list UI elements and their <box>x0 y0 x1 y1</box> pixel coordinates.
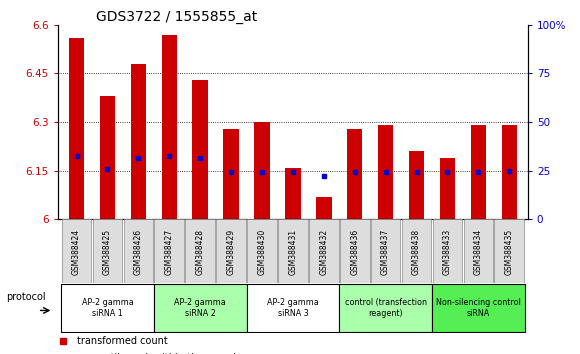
Bar <box>347 129 362 219</box>
FancyBboxPatch shape <box>278 219 308 283</box>
FancyBboxPatch shape <box>216 219 246 283</box>
Bar <box>130 64 146 219</box>
FancyBboxPatch shape <box>124 219 153 283</box>
Text: GSM388435: GSM388435 <box>505 229 514 275</box>
Bar <box>193 80 208 219</box>
Text: GDS3722 / 1555855_at: GDS3722 / 1555855_at <box>96 10 257 24</box>
FancyBboxPatch shape <box>247 219 277 283</box>
Bar <box>285 167 300 219</box>
Text: GSM388430: GSM388430 <box>258 229 266 275</box>
FancyBboxPatch shape <box>246 284 339 332</box>
Bar <box>100 96 115 219</box>
Bar <box>409 151 424 219</box>
FancyBboxPatch shape <box>494 219 524 283</box>
Text: Non-silencing control
siRNA: Non-silencing control siRNA <box>436 298 521 318</box>
Bar <box>502 125 517 219</box>
Text: GSM388437: GSM388437 <box>381 229 390 275</box>
FancyBboxPatch shape <box>433 219 462 283</box>
Bar <box>470 125 486 219</box>
FancyBboxPatch shape <box>340 219 369 283</box>
Text: GSM388428: GSM388428 <box>195 229 205 275</box>
Text: GSM388432: GSM388432 <box>320 229 328 275</box>
Text: GSM388424: GSM388424 <box>72 229 81 275</box>
Text: GSM388425: GSM388425 <box>103 229 112 275</box>
FancyBboxPatch shape <box>371 219 400 283</box>
Text: protocol: protocol <box>6 292 45 302</box>
Bar <box>440 158 455 219</box>
FancyBboxPatch shape <box>61 284 154 332</box>
Bar <box>69 38 84 219</box>
Bar <box>254 122 270 219</box>
FancyBboxPatch shape <box>402 219 432 283</box>
Text: AP-2 gamma
siRNA 3: AP-2 gamma siRNA 3 <box>267 298 319 318</box>
Text: GSM388426: GSM388426 <box>134 229 143 275</box>
Text: AP-2 gamma
siRNA 1: AP-2 gamma siRNA 1 <box>82 298 133 318</box>
Text: GSM388429: GSM388429 <box>227 229 235 275</box>
Text: GSM388433: GSM388433 <box>443 229 452 275</box>
FancyBboxPatch shape <box>93 219 122 283</box>
Text: GSM388438: GSM388438 <box>412 229 421 275</box>
Text: percentile rank within the sample: percentile rank within the sample <box>77 353 242 354</box>
Text: control (transfection
reagent): control (transfection reagent) <box>345 298 427 318</box>
Text: GSM388434: GSM388434 <box>474 229 483 275</box>
FancyBboxPatch shape <box>154 219 184 283</box>
FancyBboxPatch shape <box>339 284 432 332</box>
FancyBboxPatch shape <box>186 219 215 283</box>
Text: GSM388427: GSM388427 <box>165 229 174 275</box>
Bar <box>316 197 332 219</box>
Bar <box>378 125 393 219</box>
FancyBboxPatch shape <box>154 284 246 332</box>
Text: AP-2 gamma
siRNA 2: AP-2 gamma siRNA 2 <box>175 298 226 318</box>
FancyBboxPatch shape <box>61 219 92 283</box>
Text: GSM388431: GSM388431 <box>288 229 298 275</box>
FancyBboxPatch shape <box>432 284 525 332</box>
Text: transformed count: transformed count <box>77 336 168 346</box>
Bar <box>162 34 177 219</box>
FancyBboxPatch shape <box>309 219 339 283</box>
FancyBboxPatch shape <box>463 219 493 283</box>
Bar <box>223 129 239 219</box>
Text: GSM388436: GSM388436 <box>350 229 359 275</box>
